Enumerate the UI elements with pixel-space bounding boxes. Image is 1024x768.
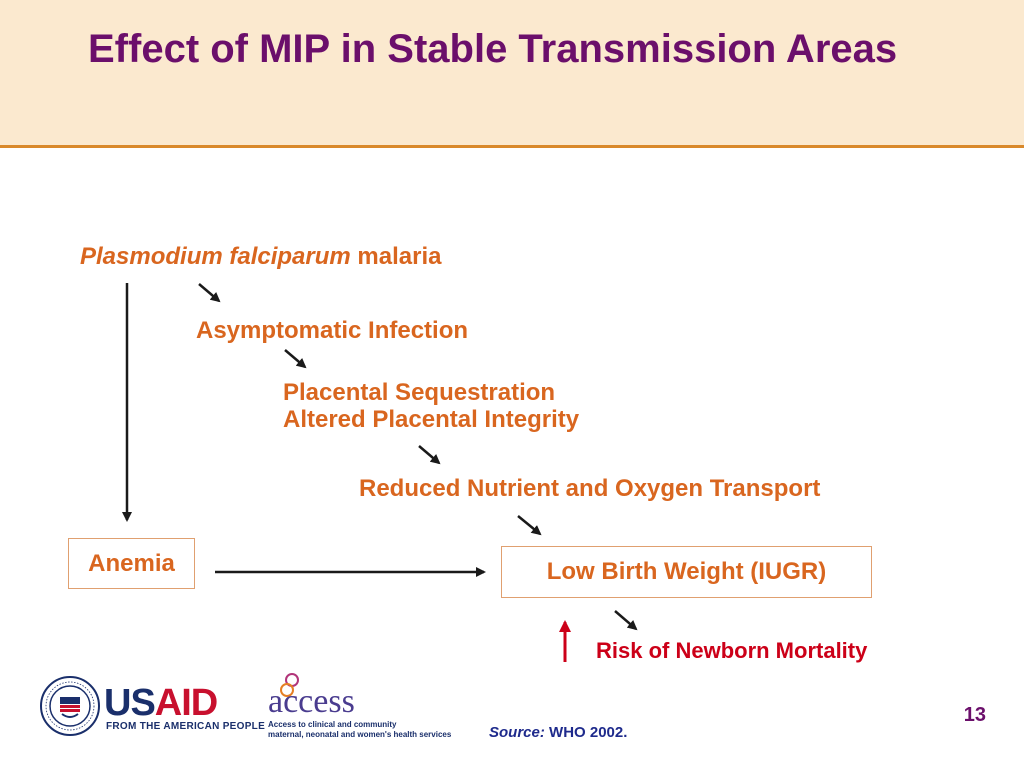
access-tagline-line-1: Access to clinical and community bbox=[268, 720, 397, 729]
node-anemia-box: Anemia bbox=[68, 538, 195, 589]
access-wordmark: access bbox=[268, 683, 355, 718]
arrow-placental-to-transport bbox=[418, 445, 441, 465]
node-newborn-mortality-risk: Risk of Newborn Mortality bbox=[596, 638, 868, 663]
usaid-wordmark: USAID bbox=[104, 682, 218, 724]
source-citation: Source: WHO 2002. bbox=[489, 724, 627, 741]
node-reduced-transport: Reduced Nutrient and Oxygen Transport bbox=[359, 475, 821, 502]
usaid-word-aid: AID bbox=[154, 682, 218, 724]
pathogen-disease: malaria bbox=[357, 243, 442, 270]
usaid-tagline: FROM THE AMERICAN PEOPLE bbox=[106, 721, 266, 732]
pathogen-species: Plasmodium falciparum bbox=[80, 243, 351, 270]
slide-title: Effect of MIP in Stable Transmission Are… bbox=[88, 27, 898, 71]
page-number: 13 bbox=[963, 704, 986, 726]
slide-header bbox=[0, 0, 1024, 148]
node-altered-placental-integrity: Altered Placental Integrity bbox=[283, 406, 580, 433]
anemia-label: Anemia bbox=[88, 549, 175, 577]
usaid-word-us: US bbox=[104, 682, 156, 724]
access-logo-icon: access bbox=[268, 673, 355, 718]
arrow-lbw-to-risk bbox=[614, 610, 638, 631]
arrow-asymptomatic-to-placental bbox=[284, 349, 307, 369]
low-birth-weight-label: Low Birth Weight (IUGR) bbox=[546, 558, 827, 585]
arrow-pathogen-to-asymptomatic bbox=[198, 283, 221, 303]
source-text: WHO 2002. bbox=[549, 724, 628, 741]
node-asymptomatic-infection: Asymptomatic Infection bbox=[196, 317, 469, 344]
access-tagline: Access to clinical and community materna… bbox=[268, 720, 451, 740]
node-pathogen: Plasmodium falciparum malaria bbox=[80, 243, 441, 271]
source-label: Source: bbox=[489, 724, 545, 741]
node-placental-sequestration: Placental Sequestration bbox=[283, 379, 556, 406]
node-low-birth-weight-box: Low Birth Weight (IUGR) bbox=[501, 546, 872, 598]
access-tagline-line-2: maternal, neonatal and women's health se… bbox=[268, 730, 452, 739]
arrow-transport-to-lbw bbox=[517, 515, 542, 536]
usaid-seal-icon bbox=[40, 676, 100, 736]
